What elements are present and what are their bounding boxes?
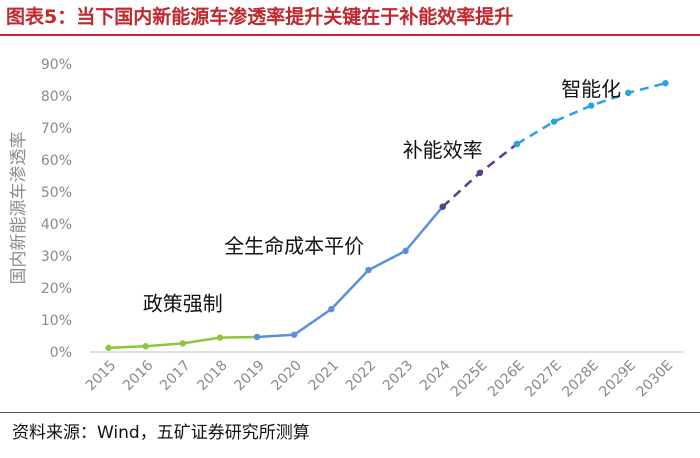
- data-point: [476, 169, 484, 176]
- data-point: [105, 344, 112, 352]
- penetration-line-chart: 0%10%20%30%40%50%60%70%80%90%2015 2016 201…: [9, 57, 684, 401]
- data-point: [179, 340, 187, 347]
- x-tick-label: 2021: [306, 358, 343, 395]
- y-tick-label: 90%: [41, 57, 72, 73]
- data-point: [402, 247, 409, 255]
- data-point: [142, 343, 149, 350]
- data-point: [550, 118, 558, 125]
- x-tick-label: 2016: [120, 357, 157, 394]
- data-point: [216, 334, 224, 341]
- x-tick-label: 2029E: [596, 358, 639, 401]
- x-tick-label: 2018: [194, 358, 231, 395]
- y-tick-label: 20%: [41, 281, 72, 297]
- x-tick-label: 2027E: [522, 358, 565, 401]
- phase-annotation: 政策强制: [143, 291, 223, 315]
- y-tick-label: 40%: [41, 217, 72, 233]
- phase-annotation: 全生命成本平价: [224, 234, 364, 258]
- data-point: [625, 89, 632, 96]
- title-divider: [0, 34, 700, 36]
- figure-title: 图表5：当下国内新能源车渗透率提升关键在于补能效率提升: [6, 6, 514, 28]
- x-tick-label: 2017: [157, 358, 194, 395]
- data-point: [253, 333, 261, 341]
- x-tick-label: 2023: [380, 358, 417, 395]
- data-point: [439, 203, 446, 210]
- phase-annotation: 智能化: [561, 77, 621, 101]
- x-tick-label: 2028E: [559, 358, 602, 401]
- data-point: [662, 80, 669, 87]
- x-tick-label: 2022: [343, 358, 380, 395]
- x-tick-label: 2030E: [633, 358, 676, 401]
- source-divider: [0, 412, 700, 413]
- y-tick-label: 80%: [41, 89, 72, 105]
- y-tick-label: 70%: [41, 121, 72, 137]
- x-tick-label: 2015: [83, 358, 120, 395]
- y-tick-label: 30%: [41, 249, 72, 265]
- y-tick-label: 0%: [50, 345, 72, 361]
- data-point: [513, 140, 521, 148]
- x-tick-label: 2020: [269, 358, 306, 395]
- data-point: [290, 331, 298, 338]
- data-point: [328, 305, 335, 313]
- x-tick-label: 2025E: [448, 358, 491, 401]
- data-point: [587, 102, 595, 109]
- data-point: [365, 266, 372, 274]
- x-tick-label: 2026E: [485, 358, 528, 401]
- x-tick-label: 2019: [231, 358, 268, 395]
- y-tick-label: 50%: [41, 185, 72, 201]
- y-axis-title: 国内新能源车渗透率: [9, 132, 29, 285]
- y-tick-label: 10%: [41, 313, 72, 329]
- y-tick-label: 60%: [41, 153, 72, 169]
- phase-annotation: 补能效率: [403, 138, 483, 162]
- source-note: 资料来源：Wind，五矿证券研究所测算: [12, 423, 310, 443]
- series-line-1: [256, 205, 444, 339]
